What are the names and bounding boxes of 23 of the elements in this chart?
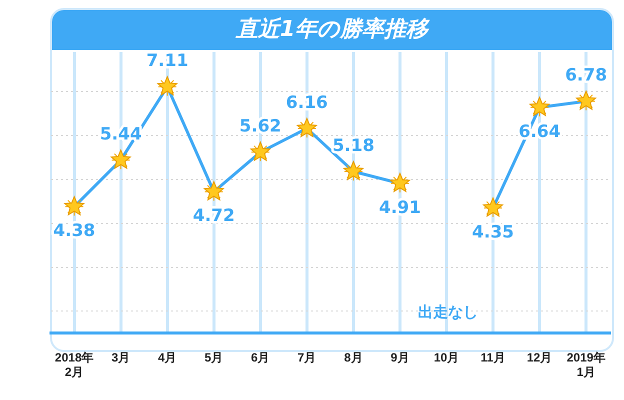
x-tick-label: 3月 xyxy=(111,350,130,365)
x-tick-label: 10月 xyxy=(434,350,460,365)
data-label: 4.91 xyxy=(378,198,421,218)
x-tick-label: 6月 xyxy=(251,350,270,365)
data-label: 4.35 xyxy=(472,222,514,242)
x-tick-label: 2018年 2月 xyxy=(54,350,94,380)
x-tick-label: 5月 xyxy=(204,350,224,365)
data-label: 6.16 xyxy=(286,92,328,113)
x-tick-label: 4月 xyxy=(158,350,177,365)
data-label: 5.18 xyxy=(332,136,374,156)
data-label: 6.78 xyxy=(565,66,608,86)
data-label: 4.38 xyxy=(53,221,96,242)
x-tick-label: 9月 xyxy=(390,350,410,365)
x-tick-label: 2019年 1月 xyxy=(566,350,606,380)
x-tick-label: 8月 xyxy=(344,350,363,365)
data-label: 5.62 xyxy=(239,116,282,137)
x-tick-label: 12月 xyxy=(526,350,552,365)
data-label: 7.11 xyxy=(146,51,188,72)
data-label: 4.72 xyxy=(192,206,235,226)
annotation: 出走なし xyxy=(418,302,478,321)
chart-title: 直近1年の勝率推移 xyxy=(52,10,612,50)
x-tick-label: 11月 xyxy=(480,350,506,365)
x-tick-label: 7月 xyxy=(298,350,316,365)
